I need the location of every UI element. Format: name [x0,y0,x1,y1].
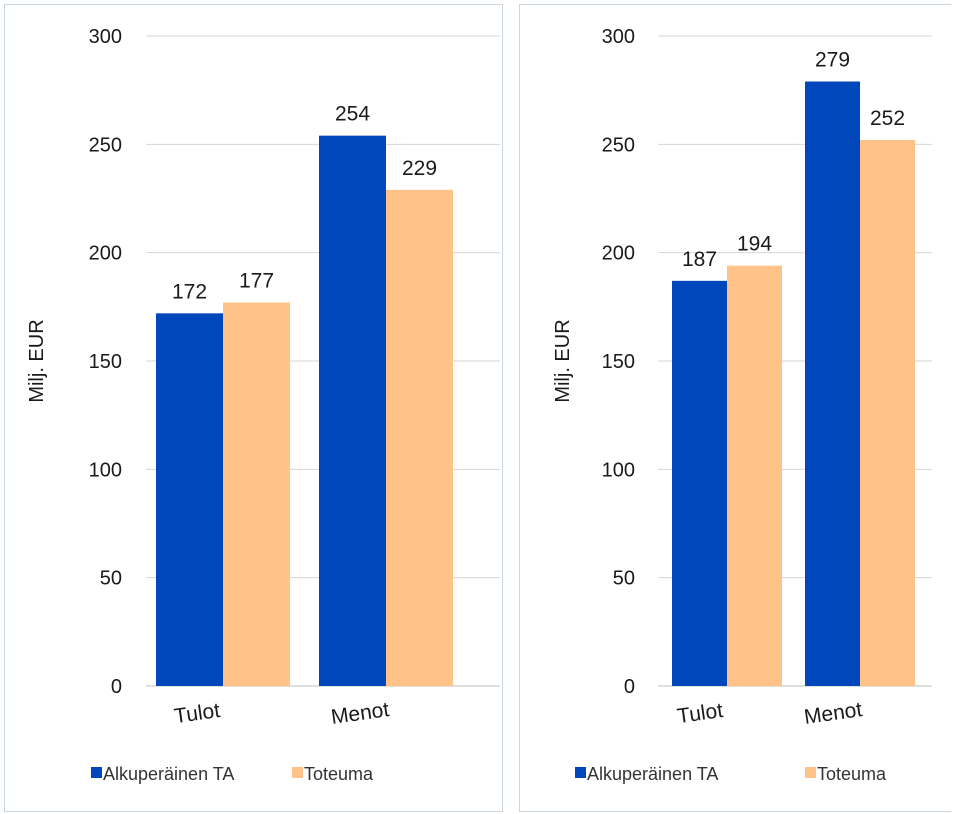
chart-left: 0 50 100 150 200 250 300 Milj. EUR 172 177 Tulot 25… [26,26,500,784]
legend-swatch-series-2 [805,767,816,778]
y-tick-label: 150 [89,351,122,373]
bar-tulot-series-2 [223,302,290,686]
chart-panel-right: 0 50 100 150 200 250 300 Milj. EUR 187 194 Tulot 27… [519,4,951,812]
category-label-menot: Menot [330,698,391,729]
category-label-tulot: Tulot [676,699,725,728]
y-tick-label: 150 [602,351,635,373]
y-tick-label: 250 [602,134,635,156]
chart-right: 0 50 100 150 200 250 300 Milj. EUR 187 194 Tulot 27… [552,26,932,784]
data-label: 229 [402,157,437,180]
legend-swatch-series-2 [292,767,303,778]
legend-label-series-2: Toteuma [817,764,887,784]
y-tick-label: 50 [100,568,122,590]
legend-label-series-1: Alkuperäinen TA [103,764,234,784]
data-label: 279 [815,49,850,72]
data-label: 187 [682,248,717,271]
y-tick-label: 100 [89,459,122,481]
y-tick-label: 300 [89,26,122,48]
bar-menot-series-2 [860,140,915,686]
data-label: 194 [737,233,772,256]
bar-menot-series-1 [319,135,386,686]
data-label: 254 [335,103,370,126]
y-tick-label: 100 [602,459,635,481]
bar-menot-series-2 [386,189,453,687]
y-tick-label: 0 [111,676,122,698]
bar-tulot-series-2 [727,265,782,686]
category-label-menot: Menot [803,698,864,729]
data-label: 252 [870,107,905,130]
y-tick-label: 0 [624,676,635,698]
y-tick-label: 250 [89,134,122,156]
y-axis-title: Milj. EUR [26,319,48,402]
category-label-tulot: Tulot [173,699,222,728]
bar-tulot-series-1 [672,280,727,686]
legend-swatch-series-1 [575,767,586,778]
legend-label-series-1: Alkuperäinen TA [587,764,718,784]
legend-swatch-series-1 [91,767,102,778]
y-axis-title: Milj. EUR [552,319,574,402]
legend-label-series-2: Toteuma [304,764,374,784]
bar-menot-series-1 [805,81,860,686]
data-label: 172 [172,280,207,303]
data-label: 177 [239,270,274,293]
chart-panel-left: 0 50 100 150 200 250 300 Milj. EUR 172 177 Tulot 25… [4,4,503,812]
y-tick-label: 200 [89,243,122,265]
y-tick-label: 200 [602,243,635,265]
y-tick-label: 300 [602,26,635,48]
y-tick-label: 50 [613,568,635,590]
bar-tulot-series-1 [156,313,223,686]
